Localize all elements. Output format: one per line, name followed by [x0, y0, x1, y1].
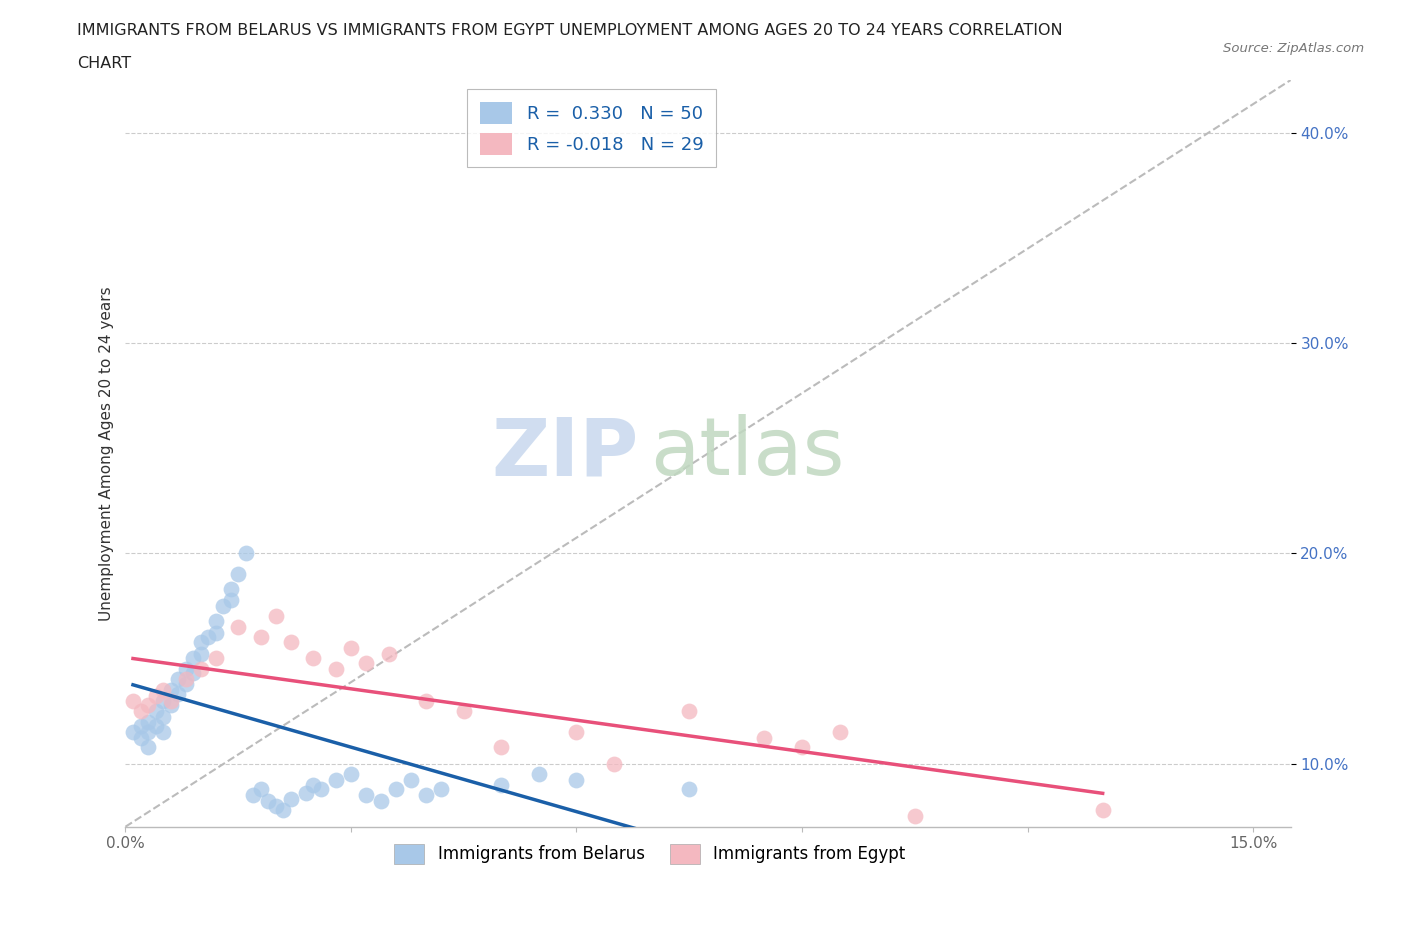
Point [1091, 803, 1114, 817]
Point [152, 683, 174, 698]
Point [603, 756, 626, 771]
Point [678, 781, 700, 796]
Point [152, 724, 174, 739]
Point [491, 739, 513, 754]
Point [129, 718, 152, 733]
Point [190, 661, 212, 676]
Point [181, 666, 204, 681]
Point [190, 634, 212, 649]
Point [219, 581, 242, 596]
Text: CHART: CHART [77, 56, 131, 71]
Point [136, 724, 159, 739]
Point [129, 731, 152, 746]
Point [226, 567, 249, 582]
Point [399, 773, 422, 788]
Point [527, 766, 550, 781]
Point [197, 630, 219, 644]
Point [678, 704, 700, 719]
Point [385, 781, 408, 796]
Point [415, 788, 437, 803]
Point [754, 731, 776, 746]
Point [249, 630, 271, 644]
Point [219, 592, 242, 607]
Point [204, 613, 226, 628]
Point [145, 718, 167, 733]
Text: IMMIGRANTS FROM BELARUS VS IMMIGRANTS FROM EGYPT UNEMPLOYMENT AMONG AGES 20 TO 2: IMMIGRANTS FROM BELARUS VS IMMIGRANTS FR… [77, 23, 1063, 38]
Point [430, 781, 453, 796]
Point [226, 619, 249, 634]
Point [159, 693, 181, 708]
Point [325, 773, 347, 788]
Point [354, 788, 377, 803]
Point [129, 704, 152, 719]
Point [302, 777, 325, 792]
Point [136, 698, 159, 712]
Point [491, 777, 513, 792]
Point [325, 661, 347, 676]
Legend: Immigrants from Belarus, Immigrants from Egypt: Immigrants from Belarus, Immigrants from… [388, 837, 912, 870]
Point [264, 609, 287, 624]
Text: ZIP: ZIP [491, 415, 638, 492]
Point [377, 646, 399, 661]
Point [828, 724, 851, 739]
Point [204, 651, 226, 666]
Point [280, 792, 302, 807]
Point [295, 786, 318, 801]
Point [159, 698, 181, 712]
Point [249, 781, 271, 796]
Point [145, 689, 167, 704]
Y-axis label: Unemployment Among Ages 20 to 24 years: Unemployment Among Ages 20 to 24 years [100, 286, 114, 620]
Point [167, 672, 190, 687]
Point [174, 672, 197, 687]
Point [122, 724, 145, 739]
Point [264, 798, 287, 813]
Point [167, 686, 190, 701]
Point [280, 634, 302, 649]
Point [190, 646, 212, 661]
Point [136, 714, 159, 729]
Point [340, 766, 363, 781]
Point [904, 809, 927, 824]
Point [453, 704, 475, 719]
Point [257, 794, 280, 809]
Point [181, 651, 204, 666]
Point [152, 710, 174, 724]
Point [235, 546, 257, 561]
Point [302, 651, 325, 666]
Point [204, 626, 226, 641]
Point [242, 788, 264, 803]
Point [415, 693, 437, 708]
Point [174, 661, 197, 676]
Point [122, 693, 145, 708]
Point [174, 676, 197, 691]
Point [309, 781, 332, 796]
Text: atlas: atlas [650, 415, 844, 492]
Point [354, 656, 377, 671]
Point [212, 598, 235, 613]
Point [340, 641, 363, 656]
Point [136, 739, 159, 754]
Point [152, 693, 174, 708]
Point [565, 773, 588, 788]
Point [273, 803, 295, 817]
Text: Source: ZipAtlas.com: Source: ZipAtlas.com [1223, 42, 1364, 55]
Point [145, 704, 167, 719]
Point [159, 683, 181, 698]
Point [370, 794, 392, 809]
Point [565, 724, 588, 739]
Point [790, 739, 813, 754]
